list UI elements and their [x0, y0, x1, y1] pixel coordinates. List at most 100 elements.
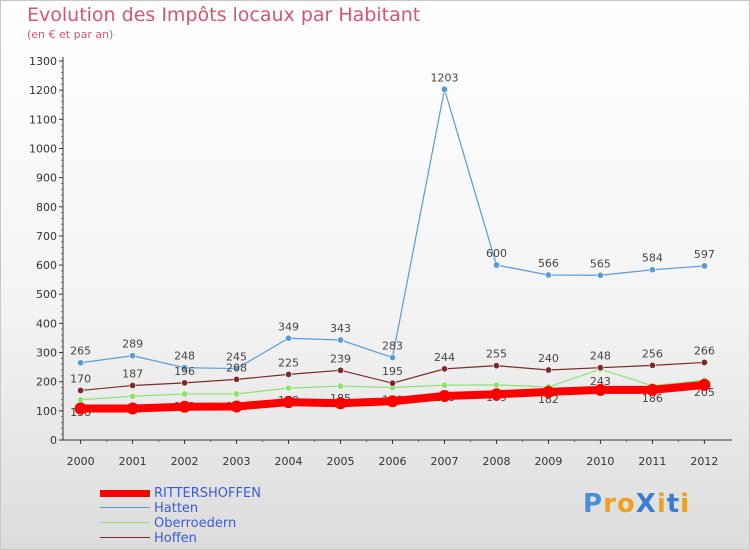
x-tick-label: 2005	[327, 455, 355, 468]
data-label: 289	[122, 338, 143, 351]
data-label: 600	[486, 247, 507, 260]
data-point	[233, 390, 241, 398]
data-point	[337, 366, 345, 374]
data-point	[596, 364, 604, 372]
data-point	[440, 365, 448, 373]
data-label: 205	[694, 386, 715, 399]
x-tick-label: 2012	[690, 455, 718, 468]
data-point	[542, 385, 555, 398]
data-label: 186	[642, 392, 663, 405]
data-point	[282, 396, 295, 409]
data-point	[337, 382, 345, 390]
data-label: 597	[694, 248, 715, 261]
data-point	[181, 390, 189, 398]
data-point	[386, 395, 399, 408]
data-point	[648, 266, 656, 274]
data-label: 565	[590, 257, 611, 270]
data-point	[285, 370, 293, 378]
data-label: 245	[226, 351, 247, 364]
data-label: 170	[70, 372, 91, 385]
y-tick-label: 1200	[29, 84, 57, 97]
x-tick-label: 2002	[171, 455, 199, 468]
data-point	[230, 400, 243, 413]
data-point	[285, 334, 293, 342]
data-point	[181, 364, 189, 372]
logo-letter: i	[680, 489, 691, 519]
x-tick-label: 2011	[638, 455, 666, 468]
data-label: 240	[538, 352, 559, 365]
data-point	[129, 352, 137, 360]
data-point	[388, 353, 396, 361]
y-tick-label: 1000	[29, 142, 57, 155]
x-tick-label: 2006	[379, 455, 407, 468]
series-line-hatten	[79, 88, 706, 370]
data-label: 584	[642, 252, 663, 265]
data-point	[698, 378, 711, 391]
data-label: 239	[330, 352, 351, 365]
y-tick-label: 900	[36, 172, 57, 185]
data-point	[544, 271, 552, 279]
x-tick-label: 2009	[534, 455, 562, 468]
data-label: 225	[278, 356, 299, 369]
data-point	[700, 262, 708, 270]
logo-letter: o	[616, 489, 636, 519]
data-point	[285, 384, 293, 392]
legend-label-hoffen: Hoffen	[154, 531, 197, 546]
logo-letter: X	[635, 489, 657, 519]
x-tick-label: 2008	[482, 455, 510, 468]
y-tick-label: 700	[36, 230, 57, 243]
data-point	[337, 336, 345, 344]
data-label: 187	[122, 367, 143, 380]
data-label: 195	[382, 365, 403, 378]
legend-swatch-hatten	[100, 507, 150, 508]
x-tick-label: 2001	[119, 455, 147, 468]
data-point	[594, 383, 607, 396]
proxiti-logo: ProXiti	[583, 489, 690, 519]
data-label: 1203	[430, 71, 458, 84]
data-label: 208	[226, 361, 247, 374]
legend-label-oberroedern: Oberroedern	[154, 516, 237, 531]
data-point	[492, 381, 500, 389]
y-tick-label: 600	[36, 259, 57, 272]
data-point	[334, 397, 347, 410]
y-tick-label: 0	[50, 434, 57, 447]
y-tick-label: 1100	[29, 113, 57, 126]
data-point	[129, 392, 137, 400]
data-point	[388, 379, 396, 387]
data-point	[233, 365, 241, 373]
x-tick-label: 2004	[275, 455, 303, 468]
data-point	[490, 388, 503, 401]
data-point	[492, 261, 500, 269]
y-tick-label: 1300	[29, 55, 57, 68]
data-point	[233, 375, 241, 383]
data-label: 283	[382, 339, 403, 352]
legend-label-hatten: Hatten	[154, 501, 199, 516]
data-point	[126, 402, 139, 415]
data-label: 196	[174, 365, 195, 378]
data-label: 182	[538, 393, 559, 406]
data-point	[544, 366, 552, 374]
legend-swatch-rittershoffen	[100, 490, 150, 497]
data-label: 266	[694, 344, 715, 357]
data-point	[181, 379, 189, 387]
data-label: 244	[434, 351, 455, 364]
data-label: 265	[70, 345, 91, 358]
data-point	[129, 381, 137, 389]
data-point	[648, 361, 656, 369]
y-tick-label: 400	[36, 317, 57, 330]
y-tick-label: 200	[36, 376, 57, 389]
logo-letter: i	[656, 489, 667, 519]
data-point	[74, 402, 87, 415]
logo-letter: r	[603, 489, 617, 519]
x-tick-label: 2007	[430, 455, 458, 468]
data-label: 255	[486, 348, 507, 361]
data-label: 256	[642, 347, 663, 360]
y-tick-label: 500	[36, 288, 57, 301]
legend-swatch-hoffen	[100, 537, 150, 538]
data-point	[596, 271, 604, 279]
x-tick-label: 2000	[67, 455, 95, 468]
x-tick-label: 2010	[586, 455, 614, 468]
x-tick-label: 2003	[223, 455, 251, 468]
data-point	[700, 358, 708, 366]
logo-letter: P	[583, 489, 604, 519]
